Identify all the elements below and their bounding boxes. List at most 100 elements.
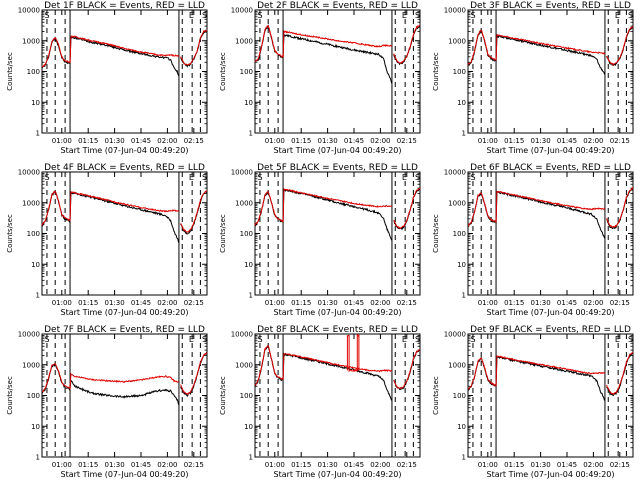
- chart-panel-6f: Det 6F BLACK = Events, RED = LLD 1 10 100 10…: [432, 163, 634, 317]
- interval-band-label: S: [628, 173, 633, 182]
- y-tick-label: 1000: [22, 361, 40, 369]
- x-axis-label: Start Time (07-Jun-04 00:49:20): [274, 146, 402, 155]
- x-tick-label: 01:30: [531, 299, 551, 307]
- series-events-line: [41, 35, 180, 77]
- x-tick-label: 02:15: [397, 299, 417, 307]
- y-tick-label: 10: [244, 423, 253, 431]
- y-tick-label: 1: [36, 454, 40, 462]
- interval-band-label: S: [44, 11, 49, 20]
- series-events-line: [606, 188, 634, 230]
- series-events-line: [467, 190, 606, 239]
- x-tick-label: 01:15: [291, 461, 311, 469]
- x-tick-label: 01:30: [318, 461, 338, 469]
- x-tick-label: 01:30: [531, 461, 551, 469]
- series-events-line: [467, 355, 606, 401]
- x-axis-label: Start Time (07-Jun-04 00:49:20): [274, 470, 402, 479]
- series-lld-line: [467, 190, 606, 227]
- interval-band-label: S: [44, 335, 49, 344]
- x-tick-label: 02:15: [397, 461, 417, 469]
- y-axis-label: Counts/sec: [219, 376, 227, 415]
- interval-band-label: S: [202, 335, 207, 344]
- chart-title: Det 9F BLACK = Events, RED = LLD: [470, 325, 631, 335]
- y-tick-label: 10: [244, 99, 253, 107]
- series-lld-line: [180, 190, 208, 233]
- x-axis-label: Start Time (07-Jun-04 00:49:20): [487, 470, 615, 479]
- x-tick-label: 02:15: [610, 299, 630, 307]
- y-tick-label: 1: [36, 130, 40, 138]
- x-tick-label: 01:15: [504, 461, 524, 469]
- x-tick-label: 01:30: [105, 299, 125, 307]
- x-axis-label: Start Time (07-Jun-04 00:49:20): [274, 308, 402, 317]
- interval-band-label: S: [628, 335, 633, 344]
- chart-panel-8f: Det 8F BLACK = Events, RED = LLD 1 10 100 10…: [219, 325, 421, 479]
- y-tick-label: 10: [31, 423, 40, 431]
- x-tick-label: 02:15: [184, 299, 204, 307]
- interval-band-label: S: [202, 173, 207, 182]
- y-tick-label: 100: [27, 68, 40, 76]
- x-tick-label: 02:00: [583, 461, 603, 469]
- series-lld-line: [346, 333, 360, 373]
- x-tick-label: 02:00: [157, 299, 177, 307]
- chart-title: Det 4F BLACK = Events, RED = LLD: [44, 163, 205, 173]
- x-tick-label: 01:45: [557, 299, 577, 307]
- y-tick-label: 100: [27, 392, 40, 400]
- y-tick-label: 10: [457, 261, 466, 269]
- y-tick-label: 10000: [231, 331, 253, 339]
- series-lld-line: [41, 362, 180, 393]
- chart-panel-9f: Det 9F BLACK = Events, RED = LLD 1 10 100 10…: [432, 325, 634, 479]
- x-tick-label: 01:30: [105, 461, 125, 469]
- y-tick-label: 10: [457, 99, 466, 107]
- y-axis-label: Counts/sec: [6, 214, 14, 253]
- series-lld-line: [180, 29, 208, 66]
- x-tick-label: 01:30: [318, 137, 338, 145]
- x-tick-label: 01:30: [105, 137, 125, 145]
- series-lld-line: [467, 29, 606, 65]
- interval-band-label: S: [257, 173, 262, 182]
- series-lld-line: [606, 352, 634, 396]
- interval-band-label: E: [402, 335, 407, 344]
- y-tick-label: 1000: [235, 37, 253, 45]
- x-tick-label: 02:00: [370, 461, 390, 469]
- x-tick-label: 01:00: [265, 299, 285, 307]
- series-events-line: [393, 25, 421, 66]
- series-lld-line: [467, 355, 606, 390]
- y-axis-label: Counts/sec: [219, 214, 227, 253]
- series-lld-line: [254, 188, 393, 226]
- x-tick-label: 01:15: [291, 299, 311, 307]
- interval-band-label: E: [615, 11, 620, 20]
- series-events-line: [41, 189, 180, 244]
- series-events-line: [180, 351, 208, 397]
- chart-title: Det 5F BLACK = Events, RED = LLD: [257, 163, 418, 173]
- x-tick-label: 02:15: [397, 137, 417, 145]
- y-tick-label: 10000: [18, 7, 40, 15]
- x-tick-label: 01:00: [52, 461, 72, 469]
- series-events-line: [254, 24, 393, 84]
- x-tick-label: 01:45: [557, 137, 577, 145]
- series-lld-line: [41, 190, 180, 226]
- series-events-line: [41, 362, 180, 406]
- x-axis-label: Start Time (07-Jun-04 00:49:20): [61, 308, 189, 317]
- x-tick-label: 01:45: [557, 461, 577, 469]
- x-tick-label: 02:15: [610, 137, 630, 145]
- x-tick-label: 01:30: [318, 299, 338, 307]
- x-tick-label: 01:00: [478, 461, 498, 469]
- chart-title: Det 6F BLACK = Events, RED = LLD: [470, 163, 631, 173]
- interval-band-label: S: [415, 335, 420, 344]
- interval-band-label: E: [615, 335, 620, 344]
- x-tick-label: 01:45: [131, 137, 151, 145]
- x-tick-label: 01:15: [504, 299, 524, 307]
- y-tick-label: 1: [462, 454, 466, 462]
- x-tick-label: 01:45: [131, 461, 151, 469]
- y-tick-label: 1000: [448, 361, 466, 369]
- y-tick-label: 1000: [22, 37, 40, 45]
- series-events-line: [180, 190, 208, 235]
- y-tick-label: 100: [453, 68, 466, 76]
- interval-band-label: S: [257, 335, 262, 344]
- y-tick-label: 100: [27, 230, 40, 238]
- x-tick-label: 02:00: [370, 137, 390, 145]
- y-tick-label: 100: [240, 392, 253, 400]
- y-tick-label: 10000: [444, 331, 466, 339]
- y-tick-label: 10000: [231, 169, 253, 177]
- x-tick-label: 02:00: [583, 137, 603, 145]
- interval-band-label: E: [189, 11, 194, 20]
